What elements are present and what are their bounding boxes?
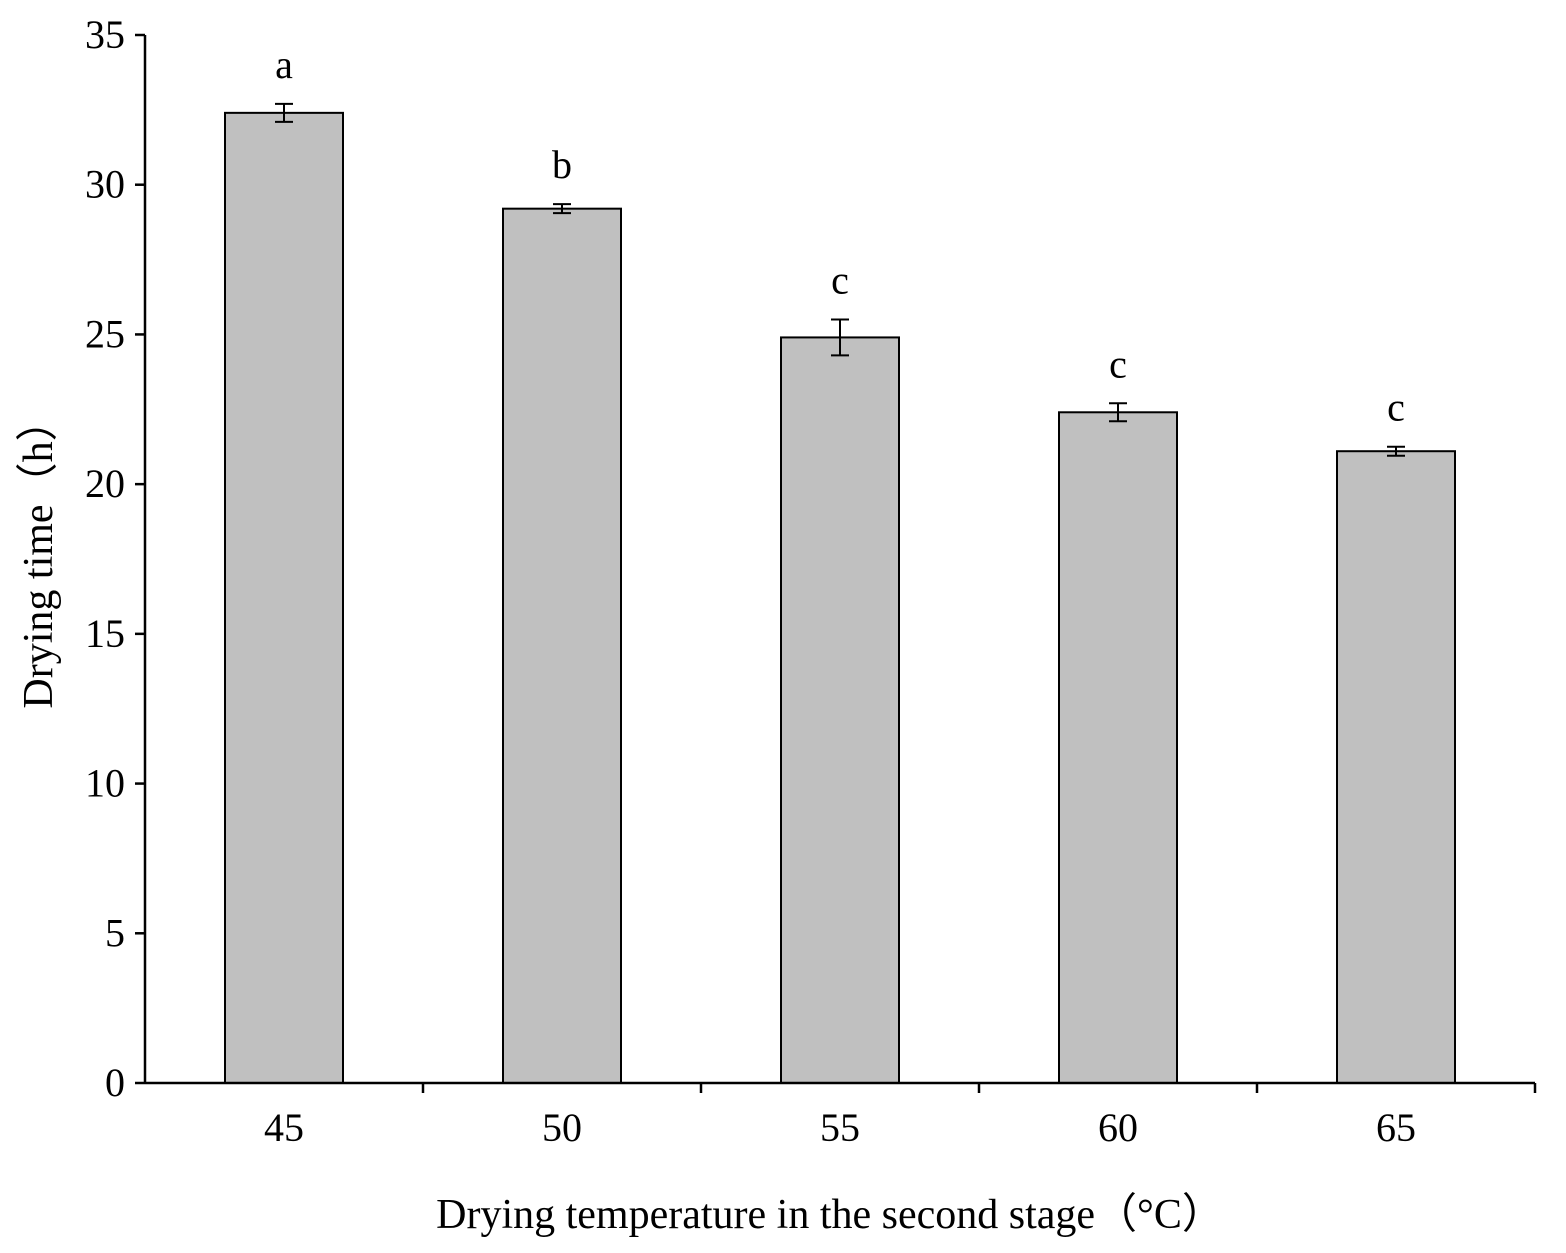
bar-45 (224, 111, 344, 1084)
error-bars (275, 102, 1405, 457)
significance-label-50: b (552, 142, 572, 187)
y-tick-label: 30 (85, 162, 125, 207)
x-tick-label: 65 (1376, 1105, 1416, 1150)
y-tick-label: 15 (85, 611, 125, 656)
y-axis-ticks: 0 5 10 15 20 25 30 35 (85, 12, 145, 1105)
significance-label-45: a (275, 42, 293, 87)
x-tick-label: 50 (542, 1105, 582, 1150)
y-tick-label: 5 (105, 910, 125, 955)
significance-label-55: c (831, 257, 849, 302)
error-bar-50 (553, 203, 571, 215)
x-axis-ticks: 45 50 55 60 65 (264, 1083, 1537, 1150)
bar-60 (1058, 411, 1178, 1084)
bar-50 (502, 207, 622, 1084)
significance-label-65: c (1387, 385, 1405, 430)
bar-55 (780, 336, 900, 1084)
y-tick-label: 25 (85, 311, 125, 356)
error-bar-55 (831, 318, 849, 357)
y-tick-label: 20 (85, 461, 125, 506)
y-axis-title: Drying time（h） (16, 399, 62, 708)
error-bar-65 (1387, 445, 1405, 457)
x-tick-label: 45 (264, 1105, 304, 1150)
y-tick-label: 0 (105, 1060, 125, 1105)
error-bar-60 (1109, 402, 1127, 423)
bar-65 (1336, 450, 1456, 1085)
x-tick-label: 55 (820, 1105, 860, 1150)
error-bar-45 (275, 102, 293, 123)
x-axis-title: Drying temperature in the second stage（°… (436, 1192, 1224, 1238)
significance-label-60: c (1109, 341, 1127, 386)
x-tick-label: 60 (1098, 1105, 1138, 1150)
y-tick-label: 35 (85, 12, 125, 57)
bars (224, 111, 1456, 1085)
y-tick-label: 10 (85, 761, 125, 806)
significance-labels: a b c c c (275, 42, 1405, 430)
